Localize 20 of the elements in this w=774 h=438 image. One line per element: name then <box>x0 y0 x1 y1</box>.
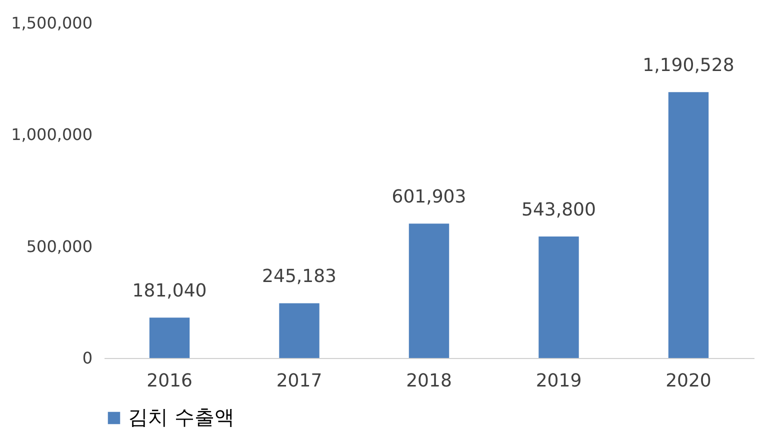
bar <box>538 236 579 358</box>
y-tick-label: 500,000 <box>26 236 92 256</box>
x-tick-label: 2019 <box>536 370 582 392</box>
x-tick-label: 2020 <box>666 370 712 392</box>
data-label: 245,183 <box>262 266 336 288</box>
data-label: 181,040 <box>132 280 207 302</box>
data-label: 1,190,528 <box>642 55 734 76</box>
data-label: 543,800 <box>522 200 596 221</box>
bar <box>279 303 320 358</box>
y-tick-label: 1,000,000 <box>11 125 92 144</box>
x-tick-label: 2018 <box>406 370 452 392</box>
bar <box>408 224 450 358</box>
x-tick-label: 2017 <box>276 370 322 392</box>
bar <box>668 92 709 358</box>
data-label: 601,903 <box>392 186 466 208</box>
bar <box>149 318 190 358</box>
x-tick-label: 2016 <box>146 370 192 392</box>
legend-label: 김치 수출액 <box>128 405 234 429</box>
y-tick-label: 1,500,000 <box>11 14 92 32</box>
y-tick-label: 0 <box>82 348 92 368</box>
